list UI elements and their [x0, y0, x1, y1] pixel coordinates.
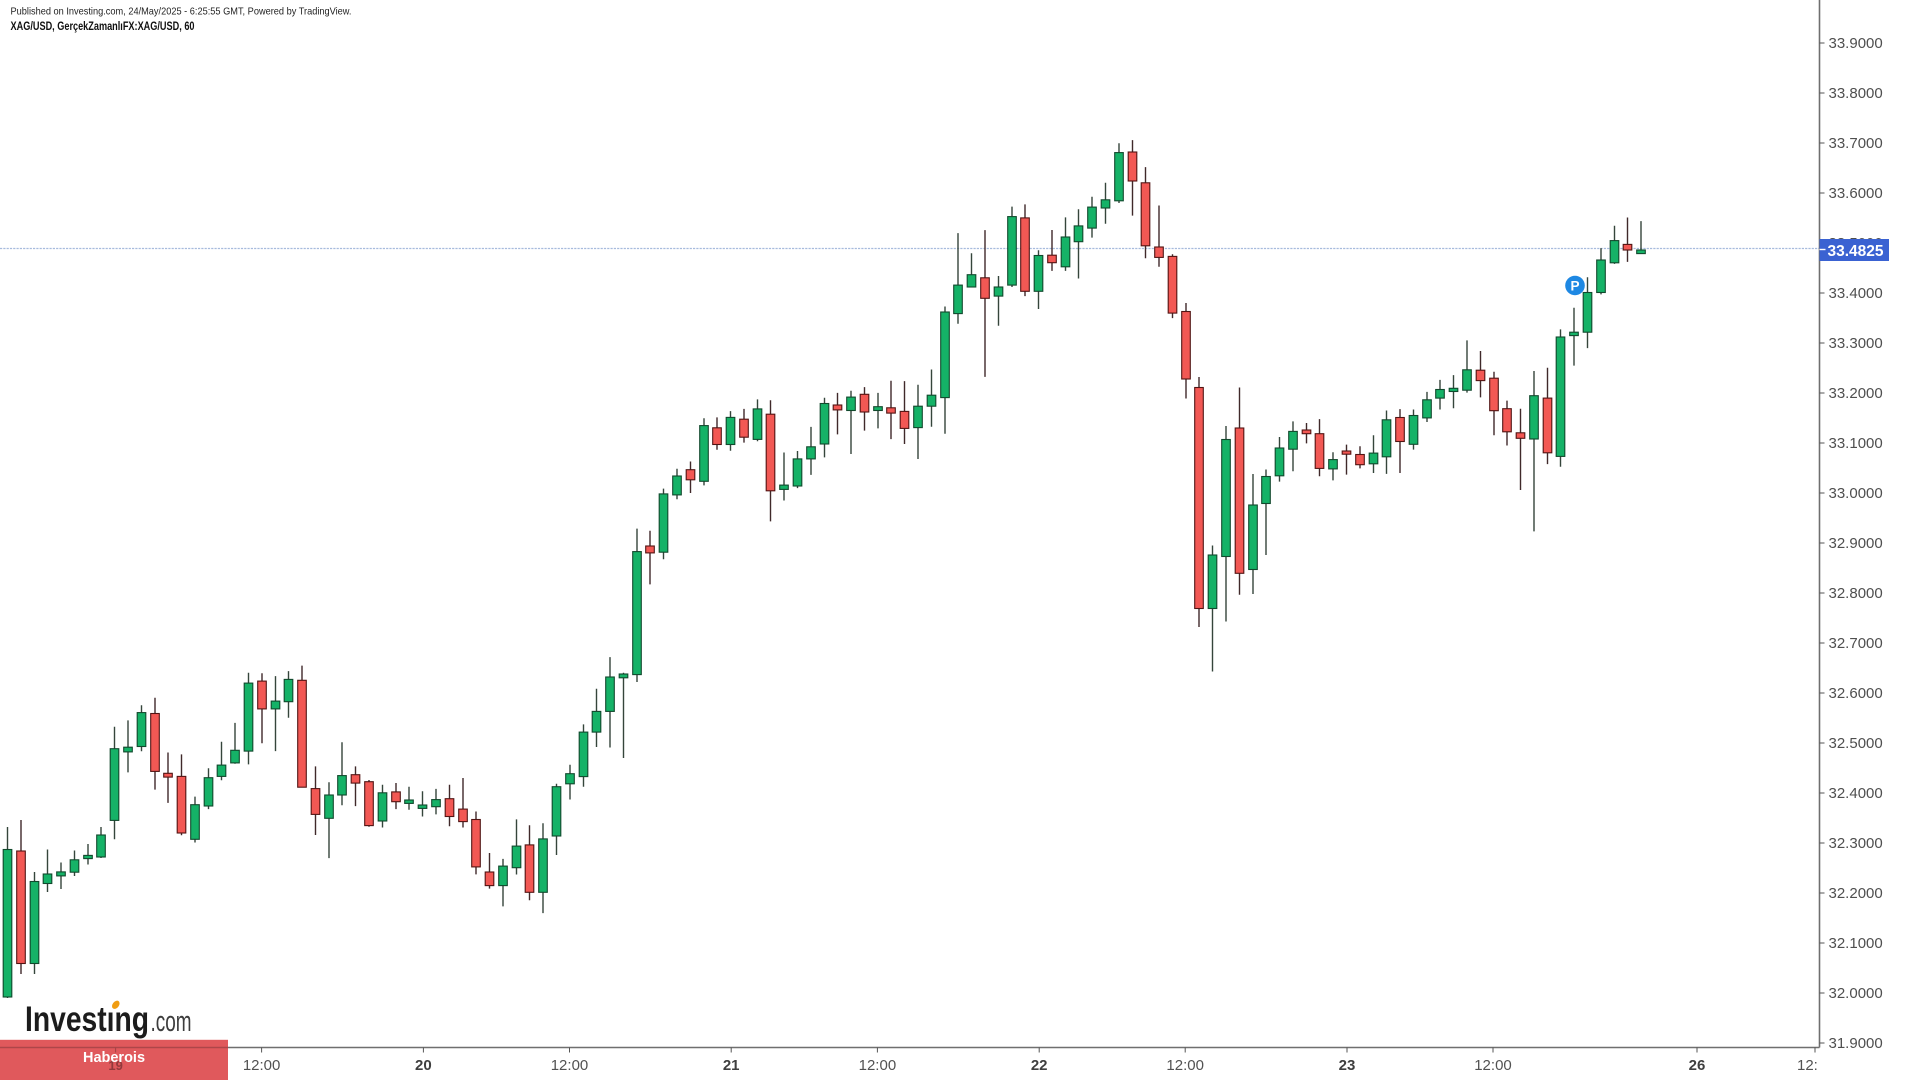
- svg-text:.com: .com: [151, 1006, 192, 1038]
- svg-text:12:00: 12:00: [859, 1057, 897, 1074]
- svg-text:32.1000: 32.1000: [1829, 935, 1883, 952]
- svg-text:Published on Investing.com, 24: Published on Investing.com, 24/May/2025 …: [11, 6, 352, 18]
- svg-text:26: 26: [1689, 1057, 1706, 1074]
- svg-text:19: 19: [108, 1058, 122, 1073]
- svg-text:12:: 12:: [1797, 1057, 1818, 1074]
- svg-text:12:00: 12:00: [551, 1057, 589, 1074]
- svg-text:Investıng: Investıng: [25, 1000, 149, 1039]
- svg-text:31.9000: 31.9000: [1829, 1035, 1883, 1052]
- svg-text:32.9000: 32.9000: [1829, 535, 1883, 552]
- svg-text:32.5000: 32.5000: [1829, 735, 1883, 752]
- svg-text:32.2000: 32.2000: [1829, 885, 1883, 902]
- svg-text:22: 22: [1031, 1057, 1048, 1074]
- svg-text:32.0000: 32.0000: [1829, 985, 1883, 1002]
- svg-text:Haberois: Haberois: [83, 1050, 145, 1066]
- svg-text:32.3000: 32.3000: [1829, 835, 1883, 852]
- svg-text:20: 20: [415, 1057, 432, 1074]
- svg-text:XAG/USD, GerçekZamanlıFX:XAG/U: XAG/USD, GerçekZamanlıFX:XAG/USD, 60: [11, 21, 195, 33]
- svg-text:33.0000: 33.0000: [1829, 485, 1883, 502]
- svg-text:32.6000: 32.6000: [1829, 685, 1883, 702]
- svg-text:33.6000: 33.6000: [1829, 185, 1883, 202]
- svg-text:33.4000: 33.4000: [1829, 285, 1883, 302]
- svg-text:32.8000: 32.8000: [1829, 585, 1883, 602]
- svg-text:33.9000: 33.9000: [1829, 35, 1883, 52]
- svg-text:33.4825: 33.4825: [1828, 243, 1884, 260]
- svg-text:12:00: 12:00: [1474, 1057, 1512, 1074]
- svg-text:P: P: [1570, 279, 1579, 294]
- svg-text:32.7000: 32.7000: [1829, 635, 1883, 652]
- svg-text:12:00: 12:00: [1166, 1057, 1204, 1074]
- svg-text:23: 23: [1339, 1057, 1356, 1074]
- svg-text:33.1000: 33.1000: [1829, 435, 1883, 452]
- svg-text:33.3000: 33.3000: [1829, 335, 1883, 352]
- svg-text:33.7000: 33.7000: [1829, 135, 1883, 152]
- svg-text:21: 21: [723, 1057, 740, 1074]
- svg-text:33.2000: 33.2000: [1829, 385, 1883, 402]
- svg-text:33.8000: 33.8000: [1829, 85, 1883, 102]
- svg-text:32.4000: 32.4000: [1829, 785, 1883, 802]
- svg-text:12:00: 12:00: [243, 1057, 281, 1074]
